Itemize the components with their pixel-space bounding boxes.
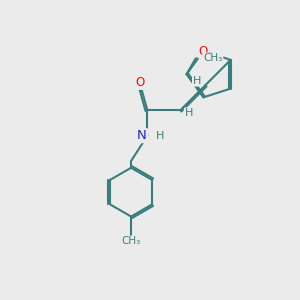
Text: N: N [137, 129, 147, 142]
Text: H: H [193, 76, 201, 86]
Text: H: H [185, 108, 193, 118]
Text: CH₃: CH₃ [122, 236, 141, 247]
Text: CH₃: CH₃ [203, 53, 223, 63]
Text: H: H [156, 131, 164, 141]
Text: O: O [135, 76, 145, 89]
Text: O: O [199, 44, 208, 58]
